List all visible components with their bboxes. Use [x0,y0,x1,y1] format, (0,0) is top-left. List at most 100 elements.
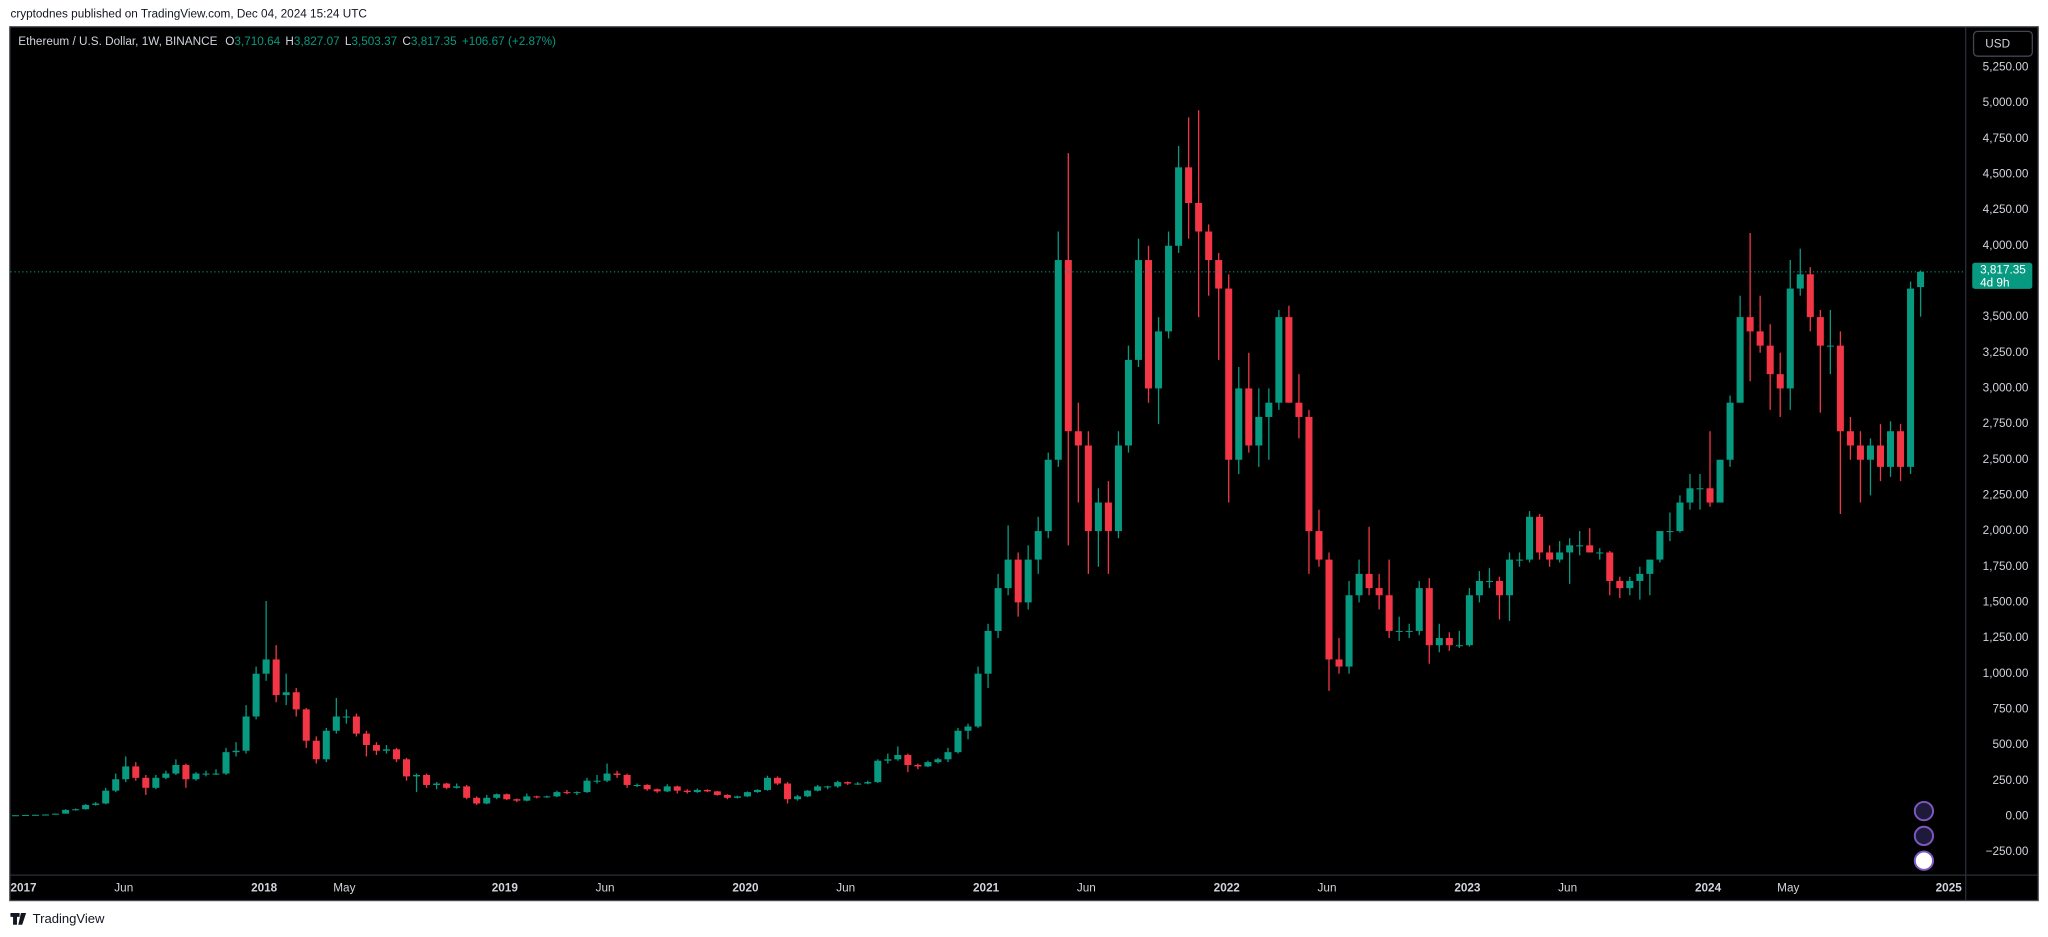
candle-body [844,782,852,784]
candle-body [32,814,40,816]
candle-body [1385,595,1393,631]
candle-body [1094,502,1102,532]
candle-body [1465,595,1473,646]
x-tick-label: 2017 [10,881,37,894]
candle-body [1746,317,1754,332]
y-tick-label: 4,000.00 [1983,239,2029,252]
candle-body [894,755,902,760]
candle-body [1355,573,1363,596]
candle-body [1455,645,1463,647]
candle-body [723,794,731,798]
candle-body [713,791,721,795]
candle-body [1656,531,1664,560]
legend-key: L [345,35,352,48]
x-tick-label: 2020 [732,881,759,894]
candle-body [804,790,812,797]
candle-body [1566,545,1574,553]
candle-body [1546,552,1554,560]
legend-value: 3,503.37 [351,35,397,48]
candle-body [1556,552,1564,560]
candle-body [282,692,290,696]
candle-body [774,777,782,784]
candle-body [1866,445,1874,460]
candle-body [543,796,551,798]
candle-body [753,789,761,793]
candle-body [342,716,350,718]
candle-body [583,780,591,793]
candle-body [162,773,170,778]
candle-body [1124,359,1132,446]
symbol-title: Ethereum / U.S. Dollar, 1W, BINANCE [18,35,217,48]
candle-body [1425,588,1433,646]
candle-body [292,692,300,710]
candle-body [1505,559,1513,596]
candle-body [1786,288,1794,389]
y-tick-label: 750.00 [1992,702,2028,715]
candle-body [11,815,19,817]
candle-body [1626,580,1634,589]
x-tick-label: Jun [596,881,615,894]
footer-brand: TradingView [33,911,105,926]
candle-body [82,804,90,810]
candle-body [1686,488,1694,503]
candle-body [112,779,120,791]
candle-body [523,796,531,801]
candle-body [102,790,110,804]
y-tick-label: 500.00 [1992,738,2028,751]
icon[interactable] [1913,800,1935,822]
candle-body [1596,552,1604,554]
candle-body [1415,588,1423,631]
candle-body [513,799,521,801]
candle-body [413,774,421,777]
y-tick-label: 4,250.00 [1983,203,2029,216]
candle-body [1265,402,1273,417]
candle-body [1736,317,1744,403]
candle-body [984,630,992,674]
candle-body [994,588,1002,631]
y-tick-label: 3,250.00 [1983,346,2029,359]
x-tick-label: 2021 [973,881,1000,894]
candle-body [1475,580,1483,596]
currency-button[interactable] [1972,30,2033,57]
candle-body [1225,288,1233,460]
candle-body [904,755,912,765]
candle-body [1706,488,1714,503]
candle-body [1235,388,1243,460]
candle-body [864,782,872,784]
candle-body [152,777,160,788]
candle-body [733,796,741,798]
candle-body [1606,552,1614,581]
candle-body [1315,531,1323,560]
legend-change: +106.67 (+2.87%) [462,35,556,48]
icon[interactable] [1913,850,1935,871]
candle-body [1114,445,1122,532]
candle-body [553,792,561,797]
legend-value: 3,710.64 [234,35,280,48]
x-tick-label: 2025 [1936,881,1963,894]
candle-body [1295,402,1303,417]
last-price-label: 3,817.35 [1980,264,2026,277]
y-tick-label: 1,250.00 [1983,631,2029,644]
candle-body [232,750,240,753]
candle-body [784,783,792,800]
published-note: cryptodnes published on TradingView.com,… [10,7,367,20]
candle-body [1305,416,1313,532]
candle-body [563,792,571,794]
candle-body [814,786,822,791]
candle-body [252,673,260,717]
candle-body [242,716,250,751]
x-tick-label: 2019 [492,881,519,894]
icon[interactable] [1913,825,1935,847]
candle-body [1375,588,1383,596]
candle-body [1816,317,1824,346]
candle-body [1846,431,1854,446]
candle-body [1175,167,1183,246]
candle-body [633,784,641,787]
candle-body [352,716,360,734]
candle-body [1636,573,1644,581]
candle-body [1766,345,1774,375]
y-tick-label: 4,500.00 [1983,168,2029,181]
y-tick-label: −250.00 [1986,845,2029,858]
x-tick-label: Jun [1077,881,1096,894]
candle-body [1796,274,1804,289]
